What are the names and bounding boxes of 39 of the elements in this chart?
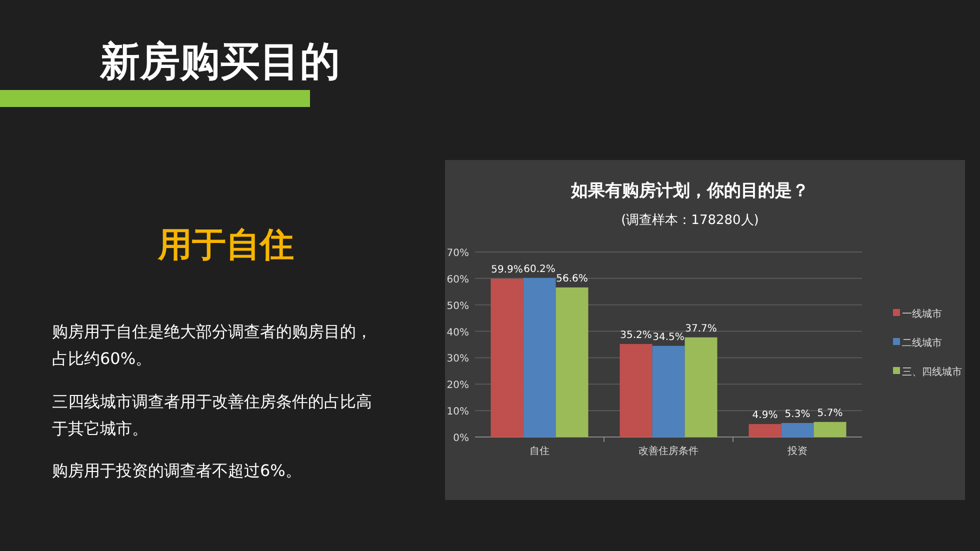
data-label: 35.2% bbox=[620, 330, 652, 341]
chart-subtitle: (调查样本：178280人) bbox=[621, 213, 759, 228]
text: 三四线城市调查者用于改善住房条件的占比高于其它城市。 bbox=[52, 391, 373, 440]
bar bbox=[781, 422, 814, 437]
y-tick-label: 60% bbox=[446, 274, 469, 286]
data-label: 34.5% bbox=[652, 332, 684, 343]
legend-label: 三、四线城市 bbox=[902, 366, 962, 378]
bar bbox=[523, 278, 556, 437]
text: 购房用于自住是绝大部分调查者的购房目的，占比约60%。 bbox=[52, 321, 373, 370]
x-tick-label: 自住 bbox=[530, 445, 550, 457]
legend-label: 二线城市 bbox=[902, 337, 942, 349]
bar bbox=[814, 422, 846, 437]
y-tick-label: 10% bbox=[446, 406, 469, 418]
data-label: 5.3% bbox=[784, 408, 810, 420]
y-tick-label: 70% bbox=[446, 248, 469, 259]
x-tick-label: 投资 bbox=[786, 445, 808, 457]
y-tick-label: 30% bbox=[446, 354, 469, 365]
y-tick-label: 0% bbox=[453, 433, 469, 444]
bar bbox=[652, 346, 685, 437]
data-label: 37.7% bbox=[685, 323, 717, 334]
data-label: 56.6% bbox=[556, 273, 588, 284]
text: 用于自住 bbox=[158, 224, 294, 267]
bar bbox=[556, 287, 588, 437]
data-label: 60.2% bbox=[524, 264, 556, 275]
text: 购房用于投资的调查者不超过6%。 bbox=[52, 460, 302, 482]
bar bbox=[490, 278, 524, 437]
data-label: 5.7% bbox=[817, 408, 843, 419]
text: 新房购买目的 bbox=[100, 38, 340, 87]
data-label: 4.9% bbox=[752, 410, 778, 422]
bar bbox=[684, 337, 718, 437]
y-tick-label: 40% bbox=[446, 327, 469, 338]
y-tick-label: 20% bbox=[446, 380, 469, 392]
bar bbox=[748, 424, 782, 437]
x-tick-label: 改善住房条件 bbox=[638, 445, 698, 457]
legend-label: 一线城市 bbox=[902, 308, 942, 320]
chart-title: 如果有购房计划，你的目的是？ bbox=[570, 181, 809, 201]
data-label: 59.9% bbox=[491, 264, 523, 276]
bar bbox=[620, 344, 652, 437]
y-tick-label: 50% bbox=[446, 300, 469, 312]
